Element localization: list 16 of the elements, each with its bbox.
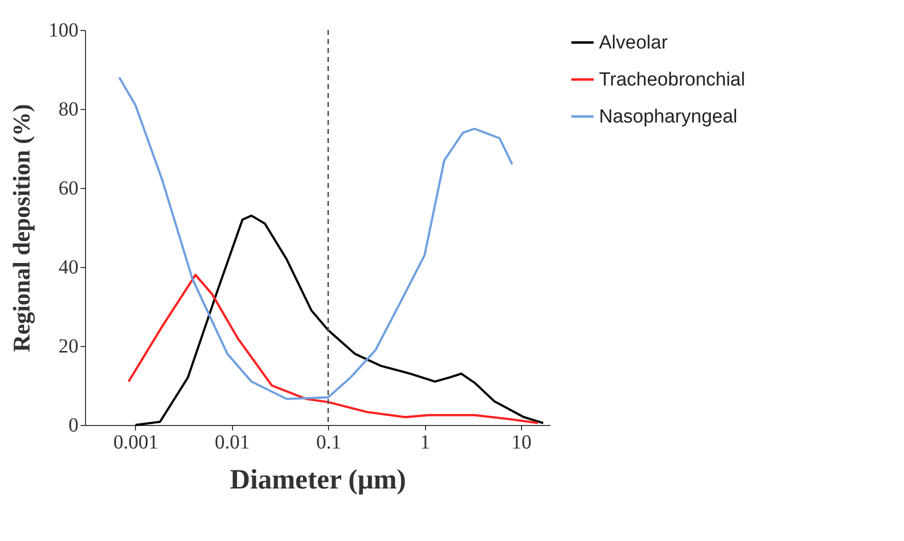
x-tick-label: 10 xyxy=(511,432,532,454)
y-tick-label: 100 xyxy=(48,20,78,42)
x-tick-label: 1 xyxy=(420,432,430,454)
x-tick-label: 0.01 xyxy=(214,432,250,454)
y-tick-label: 20 xyxy=(58,336,78,358)
x-tick-label: 0.1 xyxy=(316,432,342,454)
y-tick-label: 80 xyxy=(58,98,78,120)
legend-label: Tracheobronchial xyxy=(599,70,746,90)
y-tick-label: 60 xyxy=(58,178,78,200)
x-axis-title: Diameter (μm) xyxy=(230,464,406,496)
y-tick-label: 0 xyxy=(68,414,78,436)
legend-label: Alveolar xyxy=(599,32,668,54)
y-axis-title: Regional deposition (%) xyxy=(10,104,36,352)
legend-label: Nasopharyngeal xyxy=(599,106,738,128)
y-tick-label: 40 xyxy=(58,256,78,278)
x-tick-label: 0.001 xyxy=(113,432,158,454)
